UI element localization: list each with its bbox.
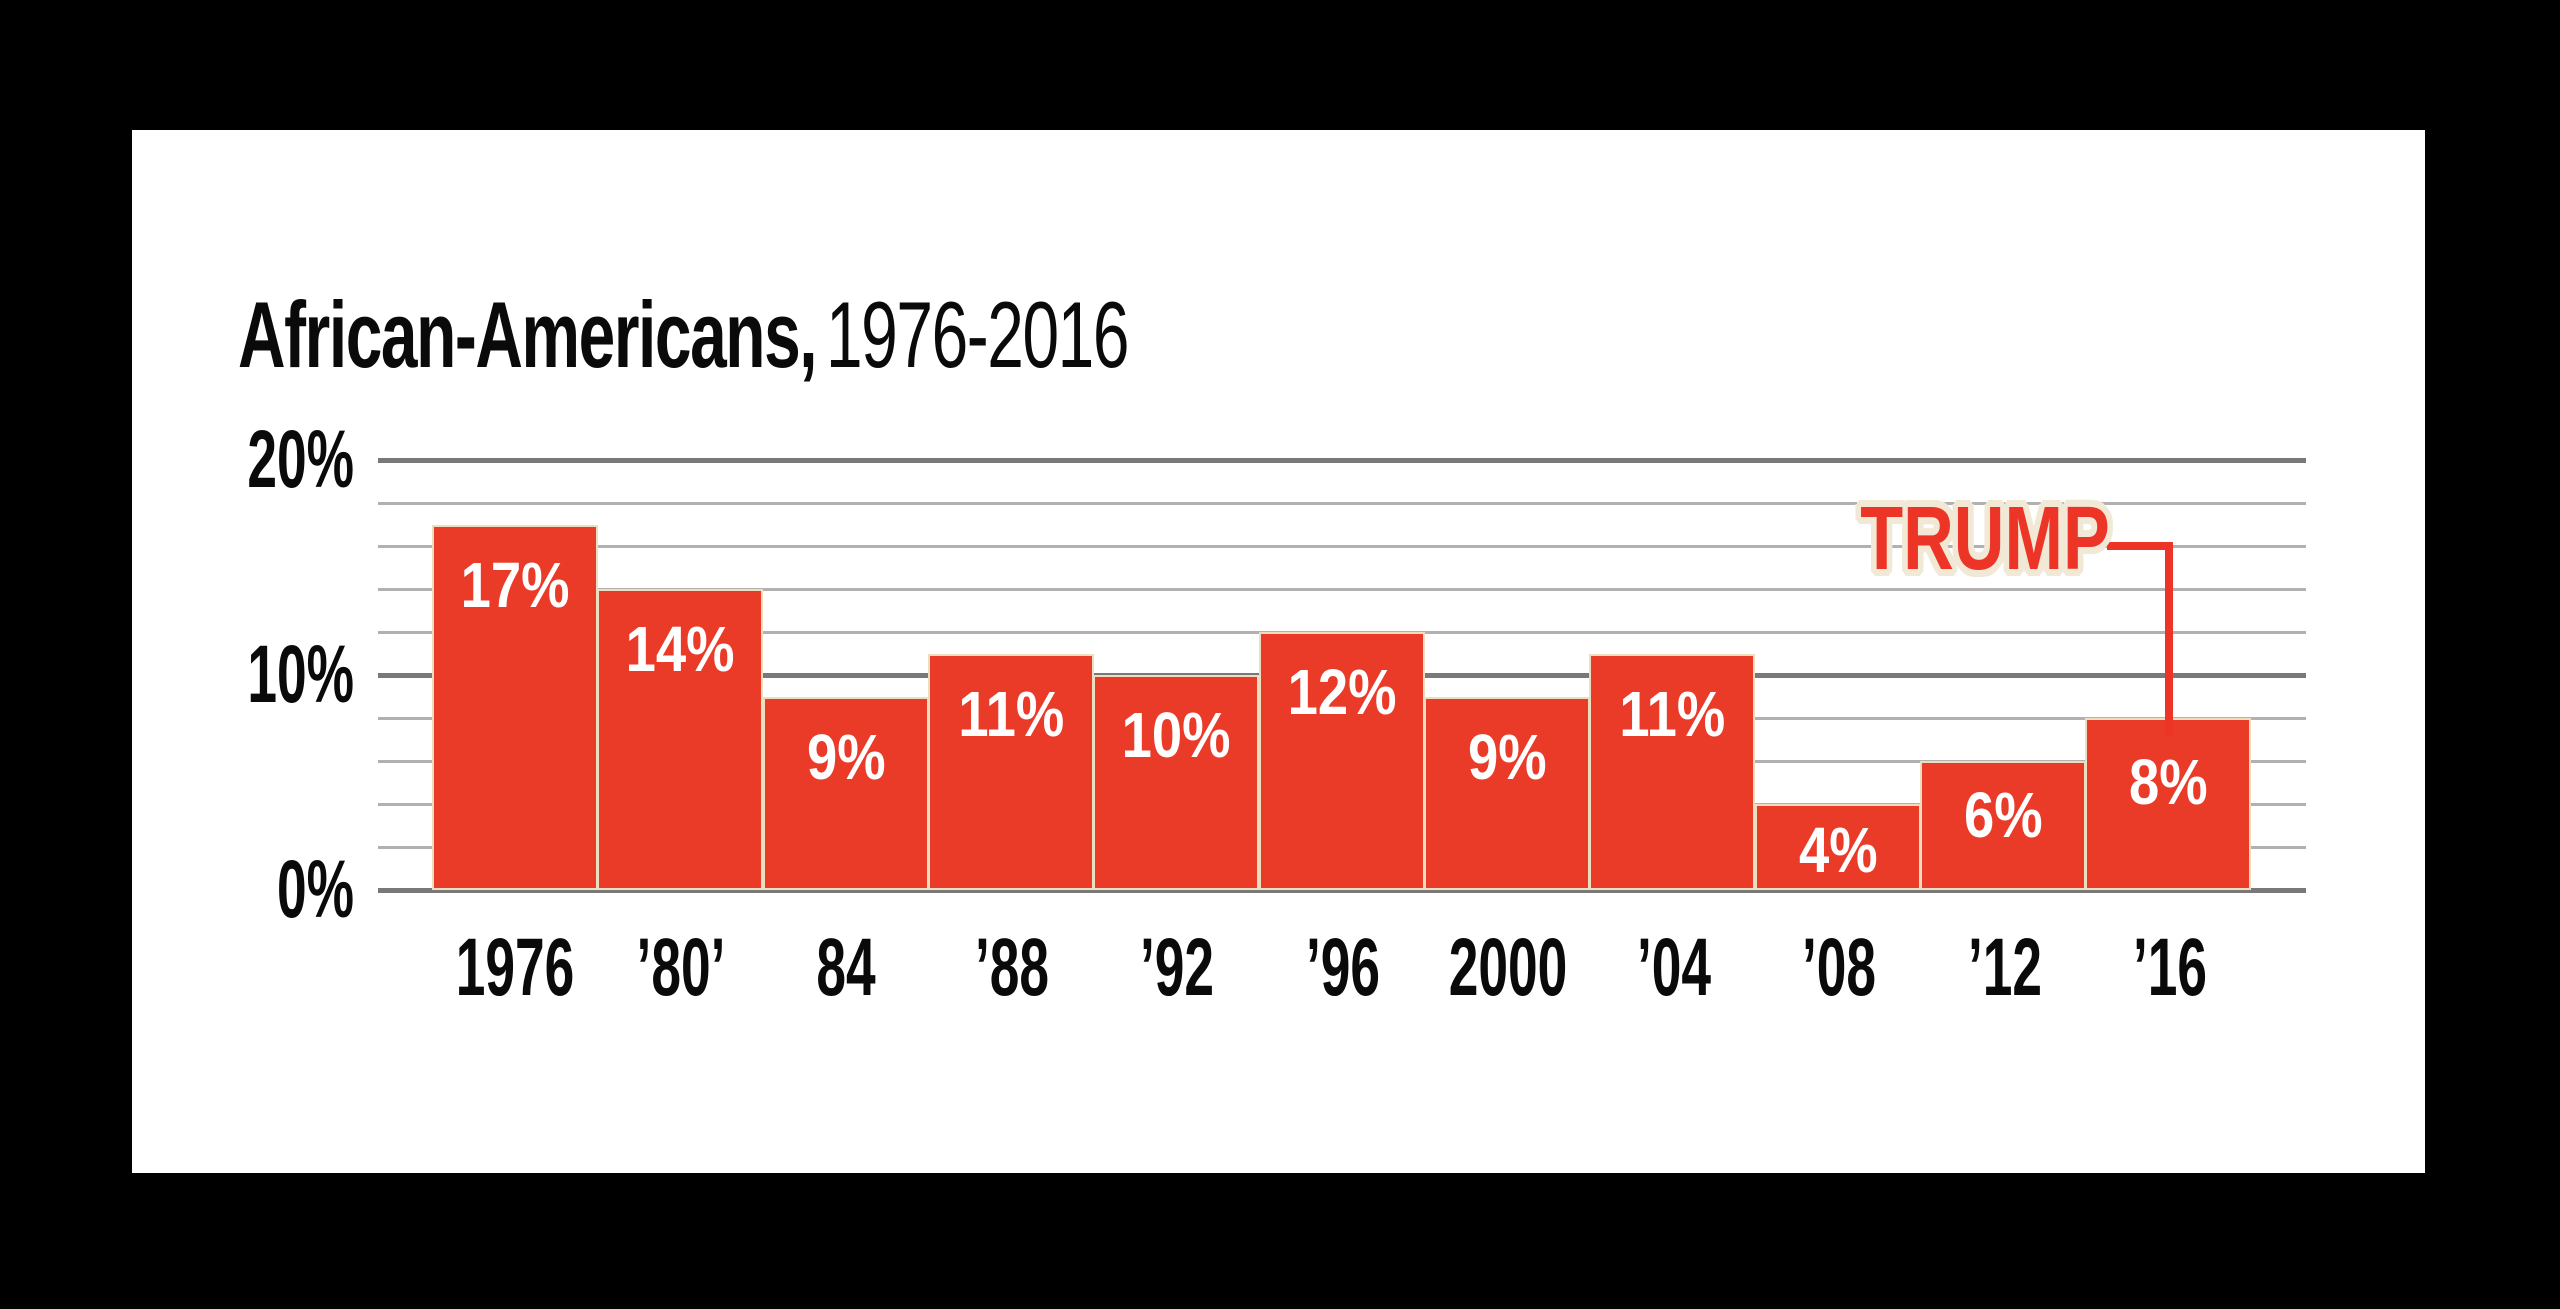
y-tick-0: 0% — [276, 844, 354, 935]
x-tick-1980: ’80’ — [636, 922, 726, 1013]
x-tick-1984: 84 — [816, 922, 876, 1013]
bar-value-label: 9% — [1467, 721, 1547, 793]
bar-value-label: 6% — [1963, 779, 2043, 851]
trump-connector-vertical — [2165, 542, 2173, 736]
bar-value-label: 17% — [460, 549, 570, 621]
x-tick-2016: ’16 — [2132, 922, 2208, 1013]
x-tick-2004: ’04 — [1636, 922, 1712, 1013]
bar-value-label: 10% — [1121, 699, 1231, 771]
bar-2016: 8% — [2085, 718, 2251, 890]
x-tick-1988: ’88 — [974, 922, 1050, 1013]
bar-2008: 4% — [1755, 804, 1921, 890]
bar-value-label: 9% — [806, 721, 886, 793]
x-tick-2000: 2000 — [1448, 922, 1568, 1013]
x-tick-1996: ’96 — [1305, 922, 1381, 1013]
bar-2000: 9% — [1424, 697, 1590, 890]
gridline-18pct — [378, 502, 2306, 505]
x-tick-1992: ’92 — [1139, 922, 1215, 1013]
chart-card: African-Americans, 1976-2016 20% 10% 0% 1… — [132, 130, 2425, 1173]
bar-1992: 10% — [1093, 675, 1259, 890]
chart-title-bold: African-Americans, — [238, 282, 818, 387]
gridline-20pct — [378, 458, 2306, 463]
bar-value-label: 11% — [1619, 678, 1725, 750]
bar-1984: 9% — [763, 697, 929, 890]
bar-2004: 11% — [1589, 654, 1755, 890]
x-tick-1976: 1976 — [455, 922, 575, 1013]
bar-2012: 6% — [1920, 761, 2086, 890]
chart-title: African-Americans, 1976-2016 — [238, 286, 1129, 412]
trump-annotation-label: TRUMP — [1860, 489, 2110, 589]
bar-1980: 14% — [597, 589, 763, 890]
bar-value-label: 8% — [2128, 746, 2208, 818]
bar-value-label: 4% — [1798, 814, 1878, 886]
gridline-14pct — [378, 588, 2306, 591]
y-tick-10: 10% — [247, 629, 354, 720]
y-tick-20: 20% — [247, 414, 354, 505]
gridline-0pct — [378, 888, 2306, 893]
bar-value-label: 14% — [625, 613, 735, 685]
x-tick-2008: ’08 — [1801, 922, 1877, 1013]
bar-1976: 17% — [432, 525, 598, 890]
bar-value-label: 12% — [1287, 656, 1397, 728]
bar-1996: 12% — [1259, 632, 1425, 890]
chart-title-range: 1976-2016 — [825, 282, 1129, 387]
trump-connector-horizontal — [2107, 542, 2173, 550]
gridline-16pct — [378, 545, 2306, 548]
bar-value-label: 11% — [958, 678, 1064, 750]
x-tick-2012: ’12 — [1967, 922, 2043, 1013]
bar-1988: 11% — [928, 654, 1094, 890]
